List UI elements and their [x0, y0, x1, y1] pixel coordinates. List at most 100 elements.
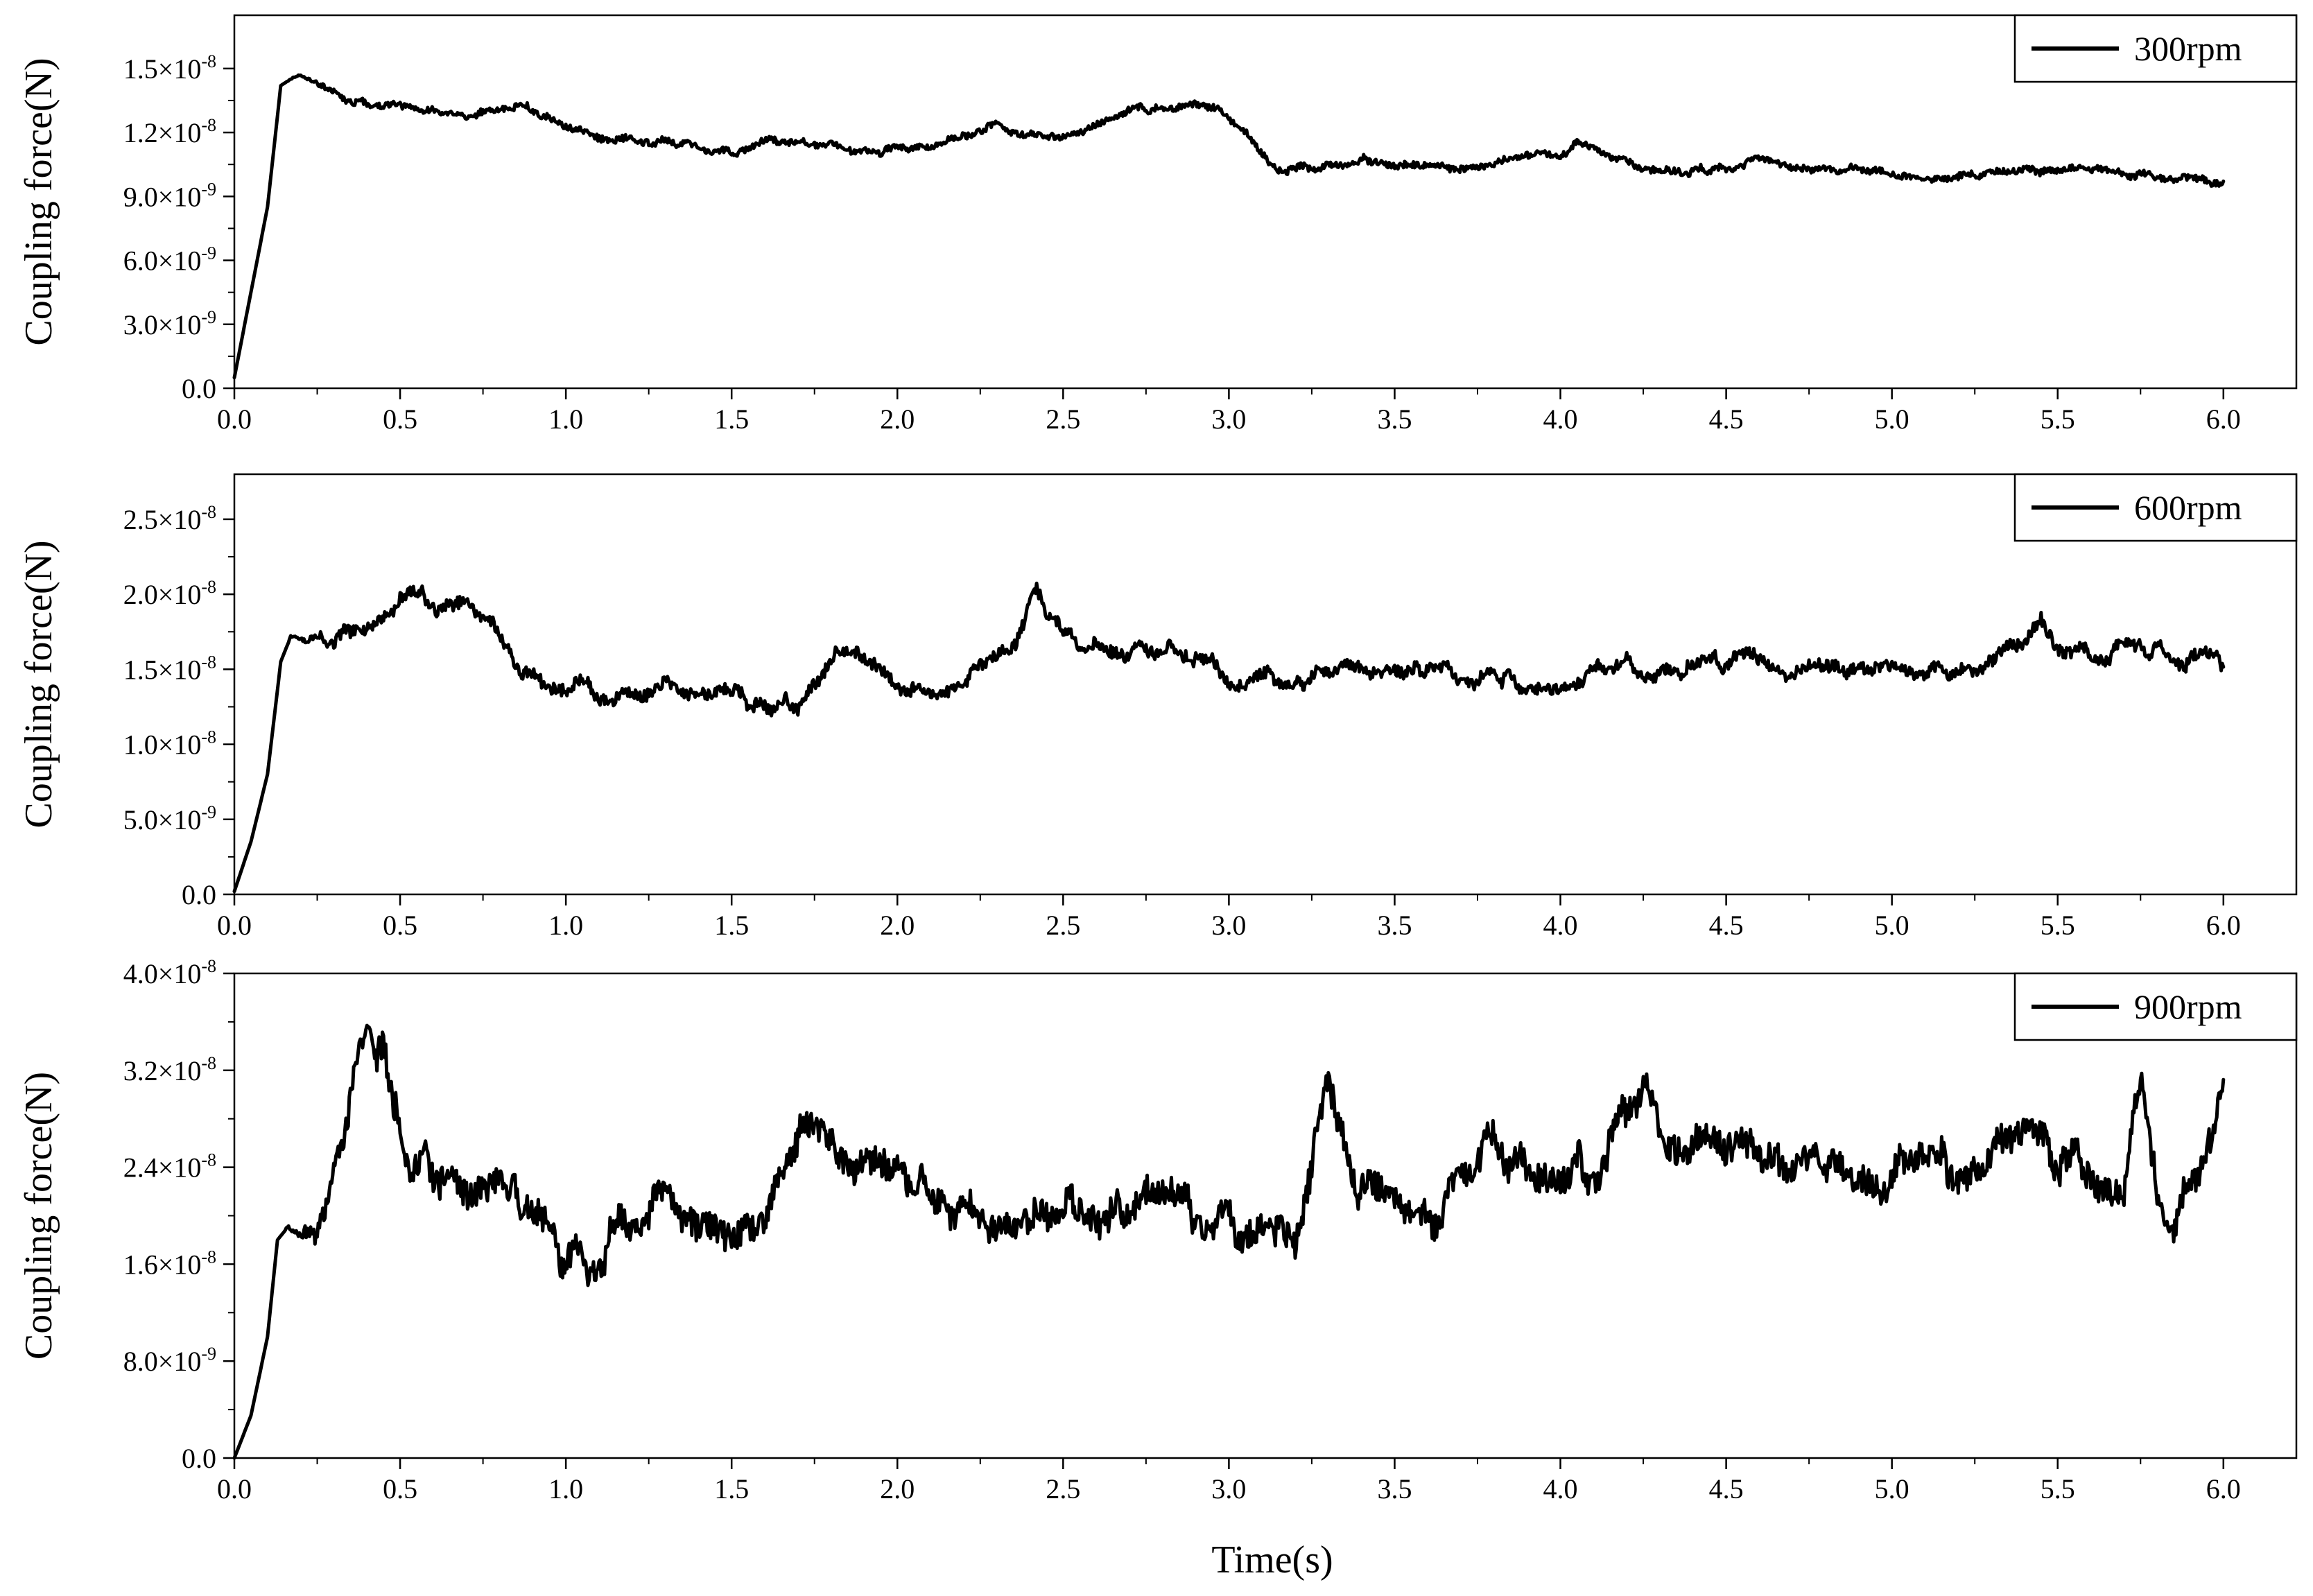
y-tick-mantissa: 1.2×10: [123, 117, 202, 148]
y-tick-mantissa: 0.0: [182, 373, 216, 404]
x-tick-label: 4.0: [1543, 404, 1578, 435]
y-tick-exponent: -9: [201, 243, 216, 263]
panel-top: 0.0 0.5 1.0 1.5 2.0 2.5 3.0 3.5 4.0 4.5 5.0 5.5 6.00…: [17, 14, 2298, 435]
y-tick-mantissa: 6.0×10: [123, 245, 202, 277]
y-tick-exponent: -8: [201, 115, 216, 135]
y-tick-mantissa: 0.0: [182, 1443, 216, 1474]
x-tick-label: 5.0: [1875, 1473, 1909, 1504]
x-tick-label: 2.5: [1046, 404, 1080, 435]
x-tick-label: 4.0: [1543, 910, 1578, 941]
x-tick-label: 6.0: [2206, 404, 2241, 435]
panel-middle: 0.0 0.5 1.0 1.5 2.0 2.5 3.0 3.5 4.0 4.5 5.0 5.5 6.00…: [17, 473, 2298, 941]
x-tick-label: 5.0: [1875, 910, 1909, 941]
legend-label: 900rpm: [2134, 987, 2242, 1026]
y-tick-label: 1.5×10-8: [123, 652, 216, 685]
legend-label: 600rpm: [2134, 488, 2242, 527]
x-tick-label: 3.5: [1377, 910, 1412, 941]
panel-bottom: 0.0 0.5 1.0 1.5 2.0 2.5 3.0 3.5 4.0 4.5 5.0 5.5 6.00…: [17, 956, 2298, 1504]
y-tick-label: 2.4×10-8: [123, 1150, 216, 1183]
x-tick-label: 2.5: [1046, 1473, 1080, 1504]
y-tick-mantissa: 1.5×10: [123, 53, 202, 85]
y-tick-exponent: -8: [201, 652, 216, 672]
y-tick-exponent: -8: [201, 1247, 216, 1267]
x-tick-label: 6.0: [2206, 1473, 2241, 1504]
y-tick-mantissa: 1.0×10: [123, 729, 202, 761]
x-ticks-middle: 0.0 0.5 1.0 1.5 2.0 2.5 3.0 3.5 4.0 4.5 5.0 5.5 6.0: [217, 894, 2241, 941]
y-tick-label: 9.0×10-9: [123, 179, 216, 212]
x-tick-label: 4.5: [1709, 404, 1744, 435]
series-line-300rpm: [232, 73, 2226, 380]
y-tick-label: 1.2×10-8: [123, 115, 216, 148]
x-tick-label: 1.0: [548, 1473, 583, 1504]
x-tick-label: 1.5: [714, 404, 749, 435]
y-tick-mantissa: 5.0×10: [123, 804, 202, 835]
x-tick-label: 4.0: [1543, 1473, 1578, 1504]
y-tick-mantissa: 2.0×10: [123, 579, 202, 610]
y-tick-exponent: -8: [201, 727, 216, 747]
y-tick-exponent: -9: [201, 307, 216, 327]
y-tick-mantissa: 1.6×10: [123, 1249, 202, 1280]
x-axis-title: Time(s): [1211, 1538, 1333, 1581]
x-tick-label: 0.5: [383, 1473, 417, 1504]
x-tick-label: 0.5: [383, 404, 417, 435]
x-tick-label: 6.0: [2206, 910, 2241, 941]
y-tick-exponent: -8: [201, 1053, 216, 1073]
plot-frame-top: [233, 14, 2298, 390]
x-tick-label: 5.5: [2041, 404, 2075, 435]
y-tick-mantissa: 2.4×10: [123, 1152, 202, 1183]
x-tick-label: 2.0: [880, 910, 915, 941]
y-tick-mantissa: 0.0: [182, 879, 216, 910]
y-tick-exponent: -8: [201, 1150, 216, 1170]
legend-bottom: 900rpm: [2013, 972, 2298, 1041]
y-tick-exponent: -9: [201, 179, 216, 199]
y-axis-title-bottom: Coupling force(N): [17, 1072, 60, 1360]
y-tick-label: 8.0×10-9: [123, 1344, 216, 1377]
x-ticks-top: 0.0 0.5 1.0 1.5 2.0 2.5 3.0 3.5 4.0 4.5 5.0 5.5 6.0: [217, 388, 2241, 435]
x-tick-label: 3.0: [1211, 910, 1246, 941]
y-tick-exponent: -9: [201, 802, 216, 822]
y-ticks-bottom: 0.08.0×10-91.6×10-82.4×10-83.2×10-84.0×1…: [123, 956, 234, 1474]
x-tick-label: 3.0: [1211, 1473, 1246, 1504]
series-line-900rpm: [232, 1023, 2226, 1460]
panels: 0.0 0.5 1.0 1.5 2.0 2.5 3.0 3.5 4.0 4.5 5.0 5.5 6.00…: [17, 14, 2298, 1504]
y-tick-mantissa: 3.0×10: [123, 309, 202, 340]
legend-middle: 600rpm: [2013, 473, 2298, 542]
x-ticks-bottom: 0.0 0.5 1.0 1.5 2.0 2.5 3.0 3.5 4.0 4.5 5.0 5.5 6.0: [217, 1458, 2241, 1504]
y-tick-exponent: -8: [201, 956, 216, 976]
plot-frame-middle: [233, 473, 2298, 896]
y-tick-label: 2.0×10-8: [123, 577, 216, 610]
y-tick-mantissa: 9.0×10: [123, 181, 202, 212]
x-tick-label: 5.5: [2041, 1473, 2075, 1504]
y-tick-label: 1.6×10-8: [123, 1247, 216, 1280]
x-tick-label: 2.5: [1046, 910, 1080, 941]
y-tick-mantissa: 8.0×10: [123, 1346, 202, 1377]
x-tick-label: 0.5: [383, 910, 417, 941]
x-tick-label: 1.0: [548, 404, 583, 435]
x-tick-label: 0.0: [217, 1473, 252, 1504]
y-tick-mantissa: 4.0×10: [123, 958, 202, 989]
x-tick-label: 4.5: [1709, 1473, 1744, 1504]
y-tick-label: 0.0: [182, 1443, 216, 1474]
x-tick-label: 5.0: [1875, 404, 1909, 435]
y-tick-label: 6.0×10-9: [123, 243, 216, 277]
y-tick-label: 3.0×10-9: [123, 307, 216, 340]
legend-top: 300rpm: [2013, 14, 2298, 83]
x-tick-label: 1.5: [714, 910, 749, 941]
x-tick-label: 2.0: [880, 1473, 915, 1504]
y-tick-mantissa: 2.5×10: [123, 504, 202, 535]
x-tick-label: 3.5: [1377, 1473, 1412, 1504]
y-axis-title-top: Coupling force(N): [17, 58, 60, 345]
x-tick-label: 3.0: [1211, 404, 1246, 435]
x-tick-label: 0.0: [217, 404, 252, 435]
x-tick-label: 3.5: [1377, 404, 1412, 435]
y-tick-exponent: -9: [201, 1344, 216, 1364]
y-tick-label: 3.2×10-8: [123, 1053, 216, 1086]
y-tick-exponent: -8: [201, 51, 216, 71]
y-tick-exponent: -8: [201, 502, 216, 522]
series-line-600rpm: [232, 581, 2226, 894]
x-tick-label: 1.0: [548, 910, 583, 941]
y-tick-label: 1.0×10-8: [123, 727, 216, 761]
y-tick-label: 0.0: [182, 373, 216, 404]
x-tick-label: 1.5: [714, 1473, 749, 1504]
